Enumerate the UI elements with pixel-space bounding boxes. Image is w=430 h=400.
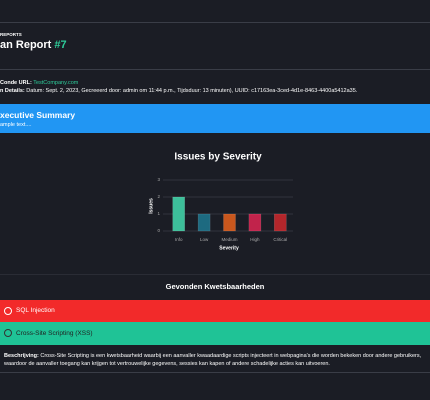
url-row: Conde URL: TestCompany.com	[0, 80, 78, 86]
x-tick-label: High	[250, 237, 260, 242]
y-tick-label: 2	[157, 194, 160, 199]
x-tick-label: Medium	[221, 237, 237, 242]
finding-name: Cross-Site Scripting (XSS)	[16, 330, 93, 337]
summary-title: xecutive Summary	[0, 110, 76, 120]
report-title: an Report #7	[0, 39, 67, 51]
radio-icon	[4, 329, 12, 337]
divider	[0, 274, 430, 275]
summary-banner: xecutive Summary ample text....	[0, 104, 430, 133]
x-tick-label: Critical	[273, 237, 287, 242]
chart: Issues by Severity Severity Issues 0 1 2 3 I…	[148, 152, 293, 251]
bar	[248, 213, 262, 232]
findings-title: Gevonden Kwetsbaarheden	[165, 282, 265, 291]
x-axis-label: Severity	[219, 245, 239, 251]
summary-text: ample text....	[0, 122, 32, 128]
finding-row[interactable]: Cross-Site Scripting (XSS)	[0, 322, 430, 345]
y-tick-label: 1	[157, 211, 160, 216]
y-tick-label: 0	[157, 228, 160, 233]
details-row: n Details: Datum: Sept. 2, 2023, Gecreee…	[0, 88, 357, 94]
report-number: #7	[54, 39, 67, 51]
url-link[interactable]: TestCompany.com	[33, 80, 79, 86]
details-text: Datum: Sept. 2, 2023, Gecreeerd door: ad…	[26, 88, 358, 94]
divider	[0, 372, 430, 373]
x-tick-label: Info	[175, 237, 183, 242]
description-text: Cross-Site Scripting is een kwetsbaarhei…	[4, 353, 422, 367]
finding-row[interactable]: SQL Injection	[0, 300, 430, 322]
bar	[172, 196, 185, 232]
url-label: Conde URL:	[0, 80, 32, 86]
y-tick-label: 3	[157, 177, 160, 182]
description-label: Beschrijving:	[4, 353, 39, 359]
radio-icon	[4, 307, 12, 315]
chart-title: Issues by Severity	[174, 152, 262, 163]
title-text: an Report	[0, 39, 52, 51]
y-axis-label: Issues	[148, 198, 154, 214]
bar	[274, 213, 287, 232]
divider	[0, 22, 430, 23]
divider	[0, 69, 430, 70]
x-tick-label: Low	[200, 237, 209, 242]
description: Beschrijving: Cross-Site Scripting is ee…	[4, 352, 424, 368]
bar	[223, 213, 236, 232]
section-label: REPORTS	[0, 32, 22, 37]
finding-name: SQL Injection	[16, 307, 55, 314]
bar	[197, 213, 211, 232]
details-label: n Details:	[0, 88, 25, 94]
